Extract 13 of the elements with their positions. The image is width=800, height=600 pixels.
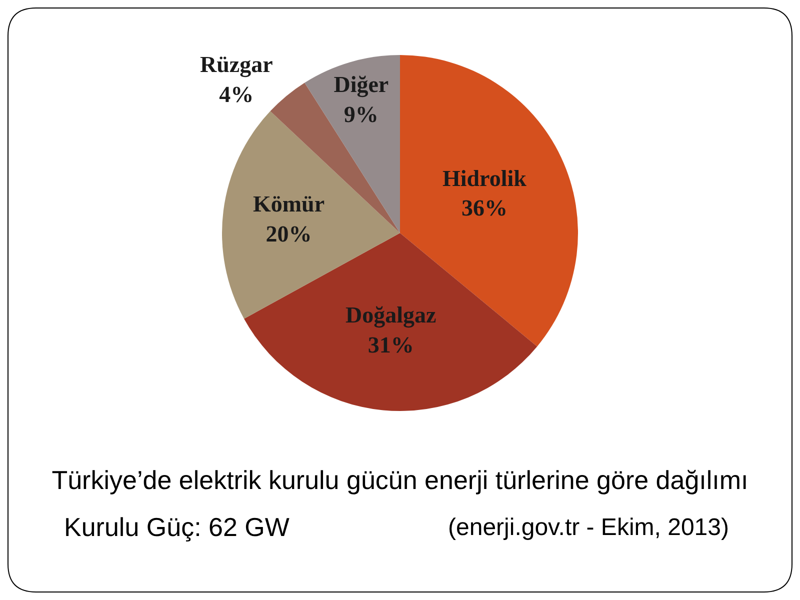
data-label: 9% xyxy=(344,102,378,127)
slice-label: Rüzgar xyxy=(200,52,273,78)
slice-label: Kömür xyxy=(252,192,325,216)
data-label: 36% xyxy=(461,196,508,221)
slice-label: Doğalgaz xyxy=(345,302,436,329)
text: Türkiye’de elektrik kurulu gücün enerji türlerine göre dağılımı xyxy=(52,465,748,496)
text: Kurulu Güç: 62 GW xyxy=(64,512,290,542)
data-label: 31% xyxy=(368,332,414,358)
text: (enerji.gov.tr - Ekim, 2013) xyxy=(448,514,729,541)
data-label: 20% xyxy=(266,221,312,246)
slice-label: Diğer xyxy=(334,72,389,98)
data-label: 4% xyxy=(219,82,254,107)
slice-label: Hidrolik xyxy=(442,166,527,191)
